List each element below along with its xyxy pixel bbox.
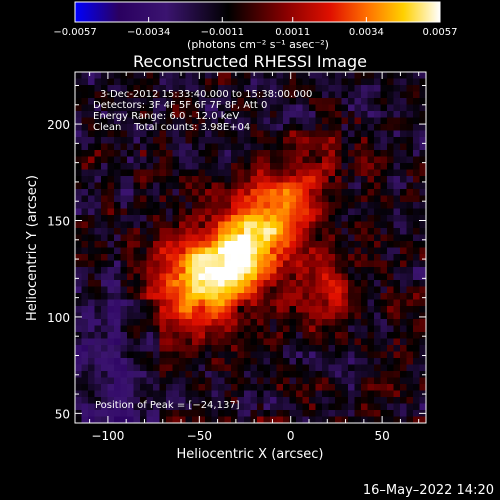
x-tick-label: −100 xyxy=(91,429,124,443)
annotation-energy: Energy Range: 6.0 - 12.0 keV xyxy=(93,111,239,122)
x-tick-label: 50 xyxy=(374,429,389,443)
y-tick-label: 200 xyxy=(47,118,70,132)
chart-title: Reconstructed RHESSI Image xyxy=(133,52,367,71)
x-tick-label: 0 xyxy=(287,429,295,443)
colorbar-tick-label: −0.0034 xyxy=(127,27,170,38)
y-tick-label: 150 xyxy=(47,215,70,229)
annotation-detectors: Detectors: 3F 4F 5F 6F 7F 8F, Att 0 xyxy=(93,100,267,111)
annotation-clean: Clean Total counts: 3.98E+04 xyxy=(93,122,250,133)
y-tick-label: 50 xyxy=(55,407,70,421)
x-tick-label: −50 xyxy=(187,429,212,443)
annotation-block: 3-Dec-2012 15:33:40.000 to 15:38:00.000 … xyxy=(93,89,312,411)
footer-timestamp: 16–May–2022 14:20 xyxy=(363,483,494,498)
plot-frame xyxy=(74,71,427,424)
colorbar-tick-label: −0.0057 xyxy=(53,27,96,38)
x-axis-label: Heliocentric X (arcsec) xyxy=(177,447,324,462)
annotation-peak: Position of Peak = [−24,137] xyxy=(95,400,240,411)
y-tick-label: 100 xyxy=(47,311,70,325)
y-axis: 50 100 150 200 xyxy=(47,85,426,421)
colorbar-tick-label: 0.0011 xyxy=(275,27,310,38)
colorbar-tick-label: 0.0057 xyxy=(423,27,458,38)
colorbar-gradient xyxy=(74,1,441,23)
colorbar: −0.0057 −0.0034 −0.0011 0.0011 0.0034 0.0057 … xyxy=(53,1,458,51)
colorbar-units: (photons cm⁻² s⁻¹ asec⁻²) xyxy=(187,38,329,51)
annotation-time: 3-Dec-2012 15:33:40.000 to 15:38:00.000 xyxy=(100,89,312,100)
colorbar-tick-label: 0.0034 xyxy=(349,27,384,38)
colorbar-tick-label: −0.0011 xyxy=(201,27,244,38)
x-axis: −100 −50 0 50 xyxy=(89,72,420,443)
y-axis-label: Heliocentric Y (arcsec) xyxy=(25,175,40,321)
heatmap-image xyxy=(75,72,426,423)
colorbar-ticks: −0.0057 −0.0034 −0.0011 0.0011 0.0034 0.0057 xyxy=(53,17,458,38)
